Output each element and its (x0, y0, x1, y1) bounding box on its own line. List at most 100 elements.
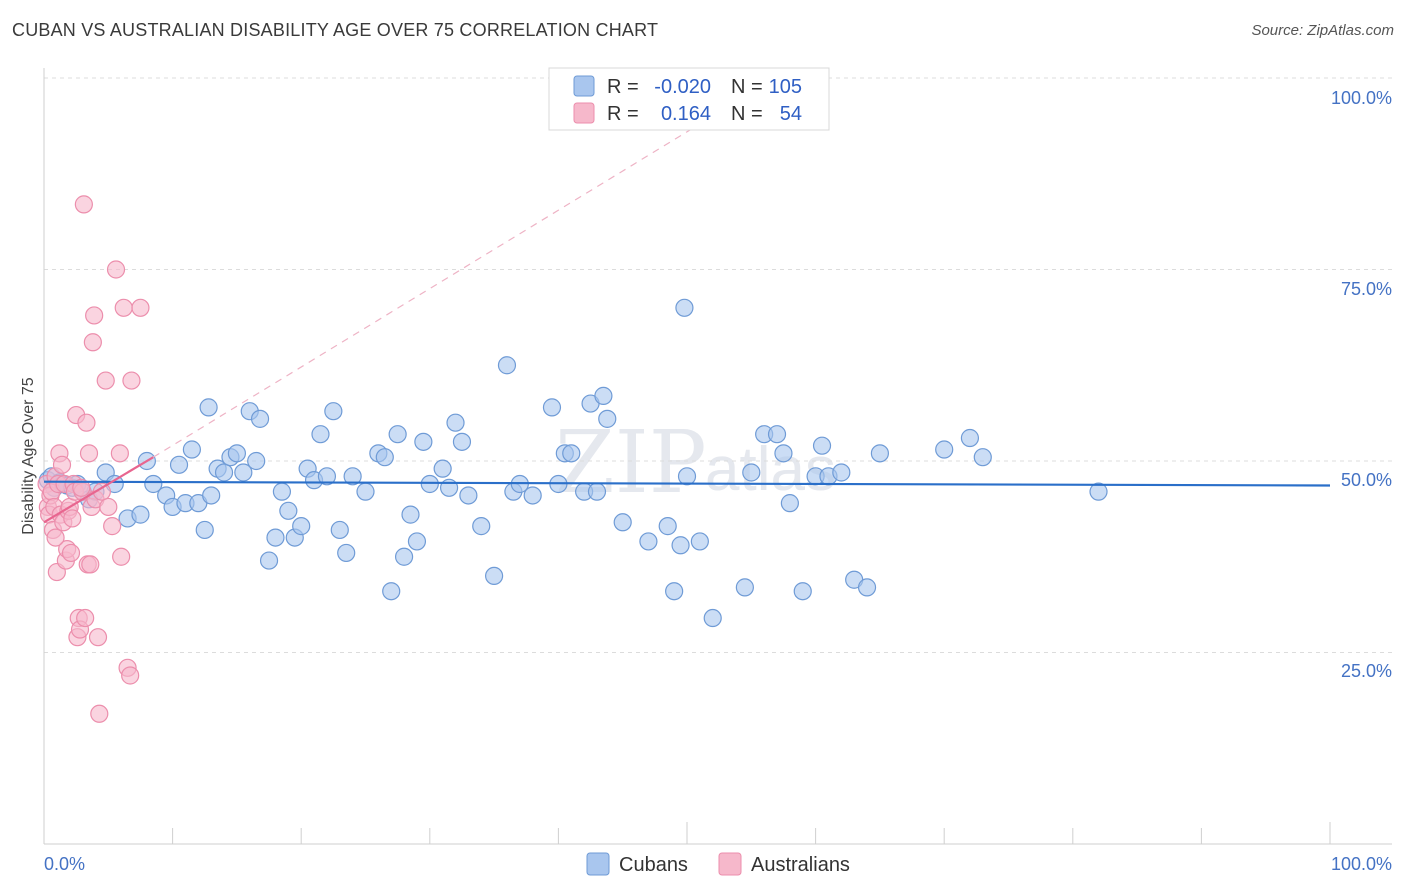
data-point-cubans (292, 517, 311, 536)
data-point-australians (131, 298, 150, 317)
data-point-cubans (234, 463, 253, 482)
y-tick-label-100: 100.0% (1331, 88, 1392, 108)
data-point-cubans (870, 444, 890, 463)
y-tick-label-50: 50.0% (1341, 470, 1392, 490)
data-point-cubans (388, 425, 407, 444)
data-point-cubans (214, 463, 234, 482)
data-point-cubans (337, 543, 356, 563)
trend-line-cubans (43, 480, 1331, 487)
data-point-australians (110, 444, 129, 463)
y-axis-title: Disability Age Over 75 (20, 377, 37, 535)
data-point-cubans (199, 398, 218, 417)
data-point-cubans (250, 409, 270, 428)
data-point-cubans (1089, 482, 1108, 501)
data-point-cubans (857, 578, 877, 597)
data-point-cubans (665, 582, 684, 601)
data-point-cubans (459, 486, 478, 505)
data-point-australians (121, 666, 140, 685)
data-point-cubans (812, 436, 832, 455)
data-point-cubans (587, 482, 607, 501)
data-points (37, 195, 1108, 723)
data-point-cubans (420, 474, 439, 494)
legend-r-label-cubans: R = (607, 76, 639, 98)
data-point-cubans (195, 520, 214, 540)
data-point-cubans (259, 551, 279, 570)
data-point-cubans (613, 513, 632, 532)
y-tick-label-75: 75.0% (1341, 279, 1392, 299)
data-point-australians (77, 413, 96, 432)
data-point-australians (52, 455, 72, 474)
legend-top: R = -0.020 N = 105 R = 0.164 N = 54 (548, 67, 830, 131)
data-point-cubans (742, 463, 761, 482)
data-point-cubans (446, 413, 465, 432)
data-point-cubans (375, 448, 394, 467)
data-point-cubans (317, 467, 337, 486)
legend-swatch-australians (573, 102, 595, 124)
data-point-cubans (973, 448, 992, 467)
x-tick-label-start: 0.0% (44, 854, 85, 874)
data-point-cubans (960, 428, 980, 448)
data-point-australians (83, 333, 102, 352)
data-point-cubans (330, 520, 349, 540)
data-point-australians (106, 260, 126, 279)
legend-bottom-swatch-australians (718, 852, 742, 876)
legend-r-label-australians: R = (607, 103, 639, 125)
data-point-australians (122, 371, 141, 390)
data-point-cubans (227, 444, 246, 463)
data-point-cubans (356, 482, 375, 501)
data-point-cubans (247, 451, 266, 471)
trend-lines (43, 123, 1331, 524)
data-point-cubans (266, 528, 285, 547)
data-point-cubans (343, 467, 362, 486)
grid (44, 77, 1392, 653)
data-point-cubans (562, 444, 581, 463)
legend-r-value-australians: 0.164 (661, 103, 711, 125)
data-point-cubans (735, 578, 754, 597)
data-point-cubans (472, 517, 491, 536)
data-point-australians (88, 628, 108, 647)
axes (43, 68, 1392, 845)
data-point-cubans (690, 532, 709, 551)
data-point-cubans (382, 582, 401, 601)
data-point-cubans (497, 356, 517, 375)
data-point-cubans (594, 386, 613, 405)
data-point-cubans (452, 432, 472, 451)
data-point-cubans (774, 444, 793, 463)
data-point-cubans (675, 298, 694, 317)
data-point-cubans (414, 432, 433, 451)
data-point-cubans (394, 547, 414, 566)
data-point-cubans (677, 467, 697, 486)
legend-bottom: Cubans Australians (586, 852, 850, 876)
data-point-australians (90, 704, 109, 723)
data-point-australians (76, 608, 95, 628)
data-point-australians (85, 306, 104, 325)
data-point-cubans (433, 459, 452, 478)
data-point-cubans (131, 505, 150, 524)
data-point-cubans (311, 425, 330, 444)
data-point-cubans (658, 517, 677, 536)
data-point-cubans (485, 566, 504, 586)
data-point-australians (103, 517, 122, 536)
legend-n-value-australians: 54 (780, 103, 802, 125)
data-point-australians (81, 555, 100, 574)
data-point-cubans (324, 402, 343, 421)
data-point-cubans (542, 398, 562, 417)
data-point-australians (74, 195, 93, 214)
data-point-cubans (182, 440, 201, 459)
data-point-cubans (272, 482, 292, 501)
data-point-cubans (832, 463, 851, 482)
data-point-cubans (401, 505, 420, 524)
legend-n-value-cubans: 105 (769, 76, 802, 98)
trend-line-extension-australians (152, 123, 701, 458)
data-point-cubans (169, 455, 189, 474)
data-point-australians (96, 371, 115, 390)
data-point-australians (99, 497, 118, 517)
legend-n-label-cubans: N = (731, 76, 763, 98)
data-point-australians (72, 478, 91, 497)
legend-bottom-label-australians: Australians (751, 854, 850, 876)
source-label: Source: ZipAtlas.com (1251, 22, 1394, 39)
legend-top-box (548, 67, 830, 131)
tick-labels: 0.0% 100.0% 25.0% 50.0% 75.0% 100.0% (44, 88, 1392, 874)
data-point-australians (61, 543, 81, 563)
